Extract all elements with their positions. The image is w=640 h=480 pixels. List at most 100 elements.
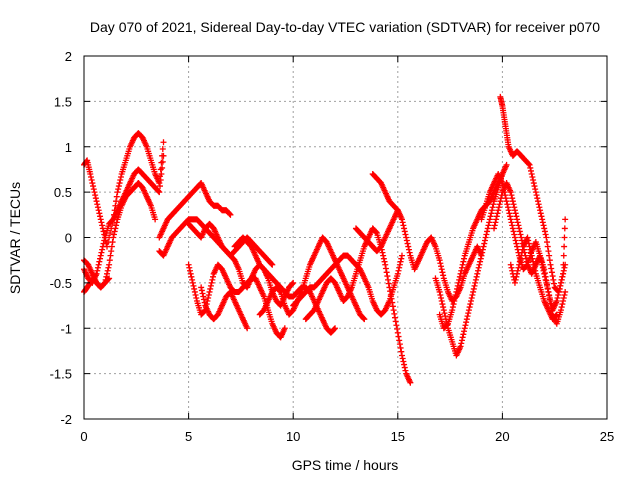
data-point (553, 312, 560, 319)
data-point (401, 225, 408, 232)
data-point (547, 300, 554, 307)
data-point (457, 270, 464, 277)
data-point (561, 243, 568, 250)
data-point (156, 180, 163, 187)
data-point (559, 273, 566, 280)
data-point (451, 295, 458, 301)
data-point (200, 293, 207, 300)
data-point (380, 252, 387, 259)
data-point (395, 333, 402, 340)
data-point (527, 167, 534, 174)
series-s1 (81, 130, 167, 250)
data-point (529, 255, 536, 262)
data-point (504, 201, 511, 208)
data-point (539, 216, 546, 223)
data-point (106, 257, 113, 264)
data-point (479, 249, 486, 256)
data-point (403, 237, 410, 244)
data-points (81, 93, 569, 386)
data-point (389, 303, 396, 310)
data-point (463, 316, 470, 323)
data-point (513, 213, 520, 220)
data-point (532, 189, 539, 196)
data-point (484, 228, 491, 235)
x-tick-labels: 0 5 10 15 20 25 (80, 429, 614, 444)
data-point (545, 248, 552, 255)
x-tick-label: 10 (286, 429, 300, 444)
data-point (531, 183, 538, 190)
data-point (486, 219, 493, 226)
data-point (463, 319, 470, 326)
data-point (543, 234, 550, 241)
data-point (88, 177, 95, 184)
data-point (517, 255, 524, 262)
data-point (453, 288, 460, 295)
data-point (395, 267, 402, 274)
data-point (557, 279, 564, 286)
data-point (488, 210, 495, 217)
data-point (269, 261, 276, 268)
data-point (94, 264, 101, 271)
data-point (514, 216, 521, 223)
data-point (104, 270, 111, 277)
data-point (516, 228, 523, 235)
x-tick-label: 0 (80, 429, 87, 444)
data-point (403, 234, 410, 241)
data-point (512, 276, 519, 283)
series-s4 (81, 275, 113, 295)
data-point (383, 269, 390, 276)
data-point (528, 170, 535, 177)
data-point (510, 201, 517, 208)
x-tick-label: 20 (495, 429, 509, 444)
data-point (400, 358, 407, 365)
data-point (209, 276, 216, 283)
data-point (114, 189, 121, 196)
data-point (392, 314, 399, 321)
data-point (396, 261, 403, 268)
data-point (545, 288, 552, 295)
data-point (514, 243, 521, 250)
data-point (549, 273, 556, 280)
data-point (555, 288, 562, 295)
data-point (113, 222, 120, 229)
data-point (560, 270, 567, 277)
data-point (99, 243, 106, 250)
y-tick-label: 0.5 (54, 185, 72, 200)
data-point (381, 258, 388, 265)
data-point (497, 198, 504, 205)
data-point (511, 204, 518, 211)
y-axis-title: SDTVAR / TECUs (7, 182, 23, 294)
data-point (511, 234, 518, 241)
data-point (457, 343, 464, 350)
data-point (546, 252, 553, 259)
data-point (438, 266, 445, 273)
data-point (471, 282, 478, 289)
data-point (111, 228, 118, 235)
data-point (472, 279, 479, 286)
data-point (207, 285, 214, 292)
data-point (205, 295, 212, 301)
data-point (514, 270, 521, 277)
data-point (459, 261, 466, 268)
data-point (186, 267, 193, 274)
data-point (534, 195, 541, 202)
y-tick-label: 0 (65, 231, 72, 246)
data-point (95, 261, 102, 268)
data-point (113, 193, 120, 200)
data-point (560, 298, 567, 305)
data-point (460, 258, 467, 265)
data-point (542, 273, 549, 280)
data-point (465, 310, 472, 317)
data-point (493, 216, 500, 223)
data-point (465, 307, 472, 314)
data-point (547, 261, 554, 268)
x-axis-title: GPS time / hours (292, 457, 399, 473)
data-point (99, 246, 106, 253)
data-point (454, 285, 461, 292)
data-point (526, 161, 533, 168)
data-point (540, 222, 547, 229)
data-point (498, 195, 505, 202)
data-point (92, 192, 99, 199)
data-point (116, 180, 123, 187)
